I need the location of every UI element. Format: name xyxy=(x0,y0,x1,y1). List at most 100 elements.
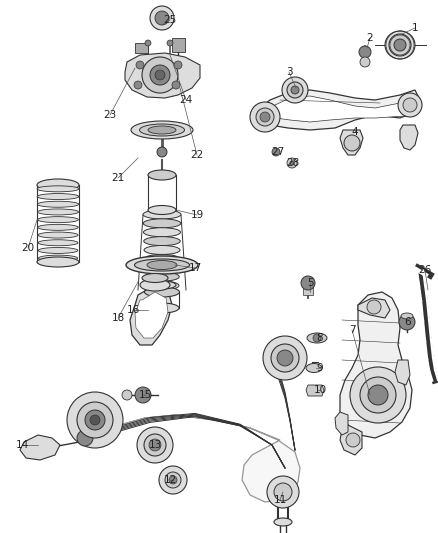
Ellipse shape xyxy=(401,313,413,319)
Ellipse shape xyxy=(148,170,176,180)
Circle shape xyxy=(350,367,406,423)
Circle shape xyxy=(360,377,396,413)
Polygon shape xyxy=(255,90,420,130)
Circle shape xyxy=(150,65,170,85)
Polygon shape xyxy=(268,96,410,122)
Ellipse shape xyxy=(144,237,180,246)
Text: 26: 26 xyxy=(418,265,431,275)
Circle shape xyxy=(256,108,274,126)
Circle shape xyxy=(403,98,417,112)
Text: 7: 7 xyxy=(349,325,355,335)
Ellipse shape xyxy=(143,219,181,228)
Circle shape xyxy=(134,81,142,89)
Circle shape xyxy=(169,476,177,484)
Text: 3: 3 xyxy=(286,67,292,77)
Polygon shape xyxy=(135,43,148,53)
Polygon shape xyxy=(135,292,168,338)
Text: 19: 19 xyxy=(191,210,204,220)
Circle shape xyxy=(159,466,187,494)
Text: 9: 9 xyxy=(317,363,323,373)
Circle shape xyxy=(157,147,167,157)
Circle shape xyxy=(90,415,100,425)
Ellipse shape xyxy=(140,279,170,291)
Circle shape xyxy=(271,344,299,372)
Circle shape xyxy=(260,112,270,122)
Polygon shape xyxy=(335,412,348,435)
Circle shape xyxy=(77,430,93,446)
Ellipse shape xyxy=(145,303,179,313)
Ellipse shape xyxy=(37,186,79,192)
Ellipse shape xyxy=(37,201,79,207)
Polygon shape xyxy=(130,285,172,345)
Ellipse shape xyxy=(139,124,184,136)
Polygon shape xyxy=(172,38,185,52)
Circle shape xyxy=(344,135,360,151)
Circle shape xyxy=(359,46,371,58)
Circle shape xyxy=(287,82,303,98)
Circle shape xyxy=(398,93,422,117)
Ellipse shape xyxy=(38,224,78,230)
Text: 6: 6 xyxy=(405,317,411,327)
Ellipse shape xyxy=(145,287,180,297)
Circle shape xyxy=(368,385,388,405)
Circle shape xyxy=(149,439,161,451)
Text: 27: 27 xyxy=(272,147,285,157)
Ellipse shape xyxy=(142,273,168,282)
Circle shape xyxy=(136,61,144,69)
Text: 14: 14 xyxy=(15,440,28,450)
Ellipse shape xyxy=(37,193,79,199)
Ellipse shape xyxy=(37,257,79,267)
Ellipse shape xyxy=(144,246,180,254)
Circle shape xyxy=(346,433,360,447)
Ellipse shape xyxy=(39,255,78,261)
Circle shape xyxy=(135,387,151,403)
Polygon shape xyxy=(395,360,410,385)
Polygon shape xyxy=(20,435,60,460)
Circle shape xyxy=(150,6,174,30)
Circle shape xyxy=(155,11,169,25)
Text: 11: 11 xyxy=(273,495,286,505)
Polygon shape xyxy=(340,292,412,438)
Polygon shape xyxy=(306,385,324,396)
Polygon shape xyxy=(358,298,390,318)
Text: 1: 1 xyxy=(412,23,418,33)
Circle shape xyxy=(394,39,406,51)
Polygon shape xyxy=(125,53,200,98)
Text: 10: 10 xyxy=(314,385,327,395)
Circle shape xyxy=(282,77,308,103)
Text: 4: 4 xyxy=(352,127,358,137)
Circle shape xyxy=(313,334,321,342)
Text: 25: 25 xyxy=(163,15,177,25)
Circle shape xyxy=(291,86,299,94)
Circle shape xyxy=(67,392,123,448)
Circle shape xyxy=(174,61,182,69)
Circle shape xyxy=(399,314,415,330)
Ellipse shape xyxy=(38,232,78,238)
Text: 24: 24 xyxy=(180,95,193,105)
Polygon shape xyxy=(303,283,313,295)
Circle shape xyxy=(301,276,315,290)
Ellipse shape xyxy=(144,254,180,263)
Ellipse shape xyxy=(385,31,415,59)
Text: 2: 2 xyxy=(367,33,373,43)
Circle shape xyxy=(145,40,151,46)
Ellipse shape xyxy=(148,281,176,289)
Circle shape xyxy=(122,390,132,400)
Ellipse shape xyxy=(148,126,176,134)
Text: 12: 12 xyxy=(163,475,177,485)
Circle shape xyxy=(287,158,297,168)
Text: 18: 18 xyxy=(111,313,125,323)
Text: 16: 16 xyxy=(127,305,140,315)
Circle shape xyxy=(172,81,180,89)
Circle shape xyxy=(85,410,105,430)
Circle shape xyxy=(137,427,173,463)
Text: 20: 20 xyxy=(21,243,35,253)
Ellipse shape xyxy=(38,209,78,215)
Circle shape xyxy=(360,57,370,67)
Ellipse shape xyxy=(307,333,327,343)
Circle shape xyxy=(250,102,280,132)
Ellipse shape xyxy=(145,272,179,281)
Circle shape xyxy=(167,40,173,46)
Polygon shape xyxy=(340,130,363,155)
Ellipse shape xyxy=(38,247,78,254)
